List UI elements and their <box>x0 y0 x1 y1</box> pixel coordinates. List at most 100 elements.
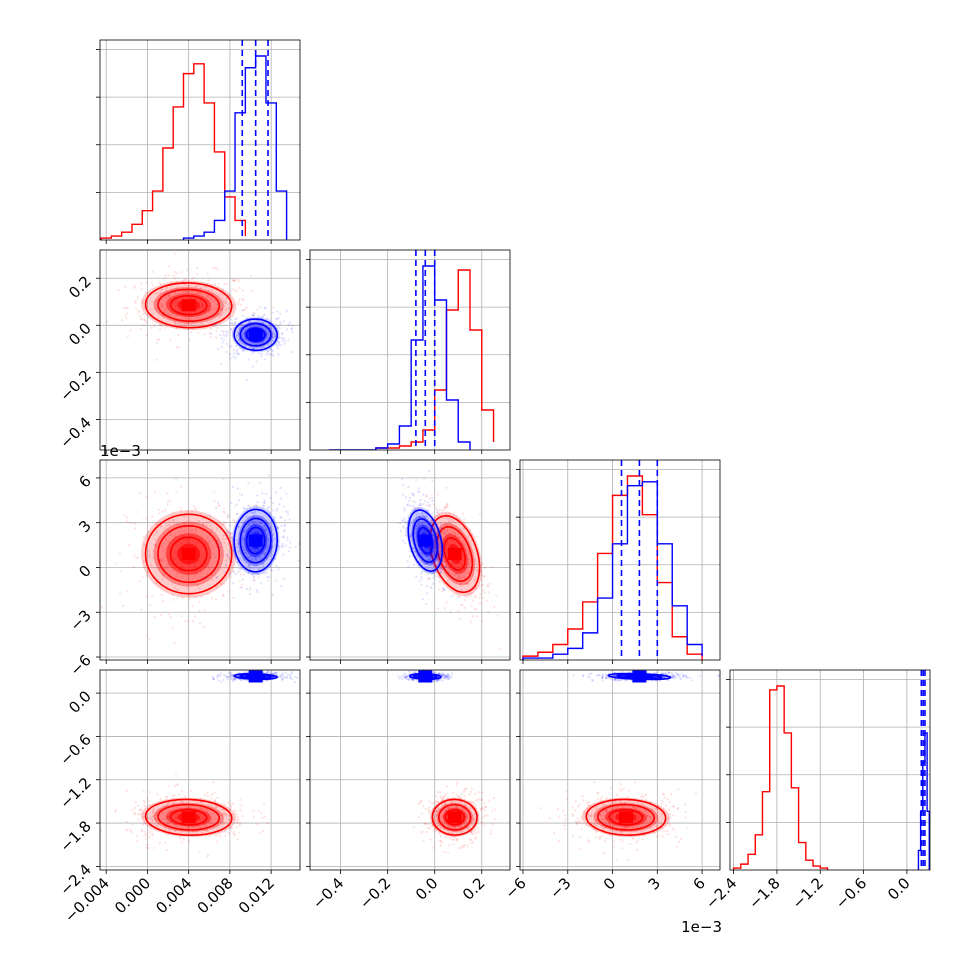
scatter-point <box>455 783 458 786</box>
scatter-point <box>432 576 435 579</box>
scatter-point <box>141 301 144 304</box>
scatter-point <box>236 542 239 545</box>
scatter-point <box>557 815 560 819</box>
scatter-point <box>227 801 230 804</box>
scatter-point <box>164 308 167 312</box>
scatter-point <box>450 801 453 804</box>
scatter-point <box>206 810 209 813</box>
scatter-point <box>238 286 241 289</box>
scatter-point <box>240 323 243 326</box>
scatter-point <box>636 849 639 852</box>
scatter-point <box>199 293 202 296</box>
scatter-point <box>211 292 214 295</box>
scatter-point <box>427 509 430 512</box>
scatter-point <box>438 672 441 675</box>
scatter-point <box>213 799 216 803</box>
scatter-point <box>441 796 445 799</box>
scatter-point <box>465 826 469 829</box>
contour-line <box>144 282 233 329</box>
scatter-point <box>172 807 176 810</box>
scatter-point <box>461 844 464 847</box>
scatter-point <box>274 323 278 326</box>
scatter-point <box>466 815 469 818</box>
scatter-point <box>181 290 184 293</box>
scatter-point <box>228 814 231 817</box>
scatter-point <box>649 826 652 829</box>
scatter-point <box>226 807 229 810</box>
scatter-point <box>450 531 453 534</box>
scatter-point <box>210 797 213 800</box>
scatter-point <box>421 521 424 524</box>
scatter-point <box>274 557 277 560</box>
scatter-point <box>276 326 279 329</box>
scatter-point <box>193 830 196 833</box>
scatter-point <box>435 575 438 578</box>
scatter-point <box>282 553 285 556</box>
scatter-point <box>595 818 598 822</box>
panel-content <box>310 670 510 870</box>
scatter-point <box>447 675 450 678</box>
scatter-point <box>279 312 282 315</box>
scatter-point <box>433 828 436 831</box>
scatter-point <box>426 584 429 588</box>
scatter-point <box>201 522 205 526</box>
scatter-point <box>161 510 164 513</box>
scatter-point <box>267 579 270 582</box>
panel-frame <box>99 39 301 241</box>
scatter-point <box>575 823 579 826</box>
scatter-point <box>237 526 240 529</box>
scatter-point <box>271 549 274 552</box>
scatter-point <box>439 816 442 820</box>
scatter-point <box>184 515 187 518</box>
scatter-point <box>126 590 129 593</box>
scatter-point <box>492 823 495 826</box>
scatter-point <box>228 313 232 316</box>
scatter-point <box>410 678 413 682</box>
scatter-point <box>442 677 445 680</box>
scatter-point <box>155 306 158 309</box>
scatter-point <box>131 823 134 826</box>
scatter-point <box>167 829 170 832</box>
scatter-point <box>429 585 432 588</box>
scatter-point <box>224 813 227 816</box>
scatter-point <box>289 674 292 677</box>
scatter-point <box>663 830 666 833</box>
scatter-point <box>431 572 435 575</box>
scatter-point <box>241 309 244 312</box>
scatter-point <box>246 670 249 673</box>
scatter-point <box>142 799 145 802</box>
scatter-point <box>270 327 273 330</box>
scatter-point <box>151 284 154 287</box>
scatter-point <box>466 592 469 595</box>
scatter-point <box>261 516 264 519</box>
scatter-point <box>260 325 264 329</box>
scatter-point <box>236 503 239 506</box>
scatter-point <box>474 558 477 562</box>
scatter-point <box>225 553 228 556</box>
scatter-point <box>269 348 272 351</box>
scatter-point <box>437 556 440 559</box>
scatter-point <box>229 328 232 331</box>
scatter-point <box>684 816 687 819</box>
scatter-point <box>215 825 219 828</box>
scatter-point <box>269 324 272 328</box>
scatter-point <box>215 303 218 306</box>
scatter-point <box>238 338 242 342</box>
scatter-point <box>149 563 153 566</box>
scatter-point <box>572 814 575 817</box>
scatter-point <box>402 674 405 677</box>
scatter-point <box>146 846 150 849</box>
scatter-point <box>217 822 220 825</box>
scatter-point <box>184 283 187 286</box>
scatter-point <box>486 814 489 817</box>
scatter-point <box>261 316 264 319</box>
scatter-point <box>435 511 439 514</box>
scatter-point <box>286 536 289 539</box>
scatter-point <box>421 598 425 601</box>
scatter-point <box>469 621 473 624</box>
scatter-point <box>442 673 445 677</box>
scatter-point <box>236 278 239 281</box>
scatter-point <box>125 317 128 320</box>
scatter-point <box>412 550 416 553</box>
scatter-point <box>222 523 225 526</box>
